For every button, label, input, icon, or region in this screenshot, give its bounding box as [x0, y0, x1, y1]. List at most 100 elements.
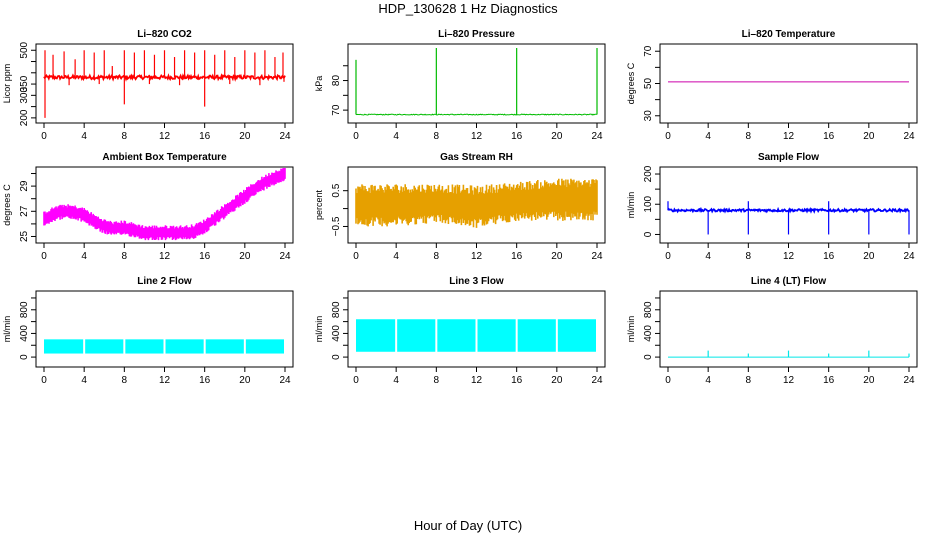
x-tick-label: 20 [863, 251, 875, 262]
x-tick-label: 0 [665, 131, 671, 142]
x-tick-label: 24 [279, 131, 291, 142]
panel-3: Ambient Box Temperature degrees C 0 4 8 12 16 2… [2, 152, 294, 262]
data-block [557, 319, 596, 352]
x-tick-label: 12 [159, 375, 171, 386]
y-tick-label: 800 [643, 301, 654, 318]
x-tick-label: 0 [353, 251, 359, 262]
y-axis-label: degrees C [626, 62, 636, 104]
x-tick-label: 8 [746, 251, 752, 262]
x-tick-label: 12 [159, 131, 171, 142]
x-tick-label: 20 [239, 131, 251, 142]
x-tick-label: 24 [591, 251, 603, 262]
x-tick-label: 4 [705, 251, 711, 262]
panel-8: Line 4 (LT) Flow ml/min 0 4 8 12 16 20 24 0 400 800 [626, 276, 918, 386]
panel-1: Li–820 Pressure kPa 0 4 8 12 16 20 24 70 80 [314, 29, 606, 142]
x-tick-label: 8 [122, 375, 128, 386]
x-tick-label: 4 [81, 131, 87, 142]
y-tick-label: 100 [643, 195, 654, 212]
x-tick-label: 8 [434, 131, 440, 142]
x-tick-label: 8 [434, 375, 440, 386]
x-tick-label: 20 [239, 251, 251, 262]
data-block [356, 319, 396, 352]
x-tick-label: 8 [122, 131, 128, 142]
y-tick-label: 200 [643, 165, 654, 182]
x-tick-label: 0 [353, 375, 359, 386]
y-tick-label: 400 [19, 325, 30, 342]
y-axis-label: degrees C [2, 184, 12, 226]
y-tick-label: 800 [19, 301, 30, 318]
x-tick-label: 16 [511, 251, 523, 262]
y-axis-label: ml/min [626, 316, 636, 343]
y-tick-label: 500 [19, 41, 30, 58]
y-tick-label: 0 [331, 354, 342, 360]
x-tick-label: 0 [665, 251, 671, 262]
x-tick-label: 4 [393, 375, 399, 386]
x-tick-label: 12 [783, 375, 795, 386]
x-tick-label: 24 [279, 375, 291, 386]
x-tick-label: 16 [199, 375, 211, 386]
x-tick-label: 24 [903, 131, 915, 142]
x-tick-label: 24 [903, 375, 915, 386]
data-block [205, 339, 244, 354]
x-tick-label: 0 [41, 251, 47, 262]
x-tick-label: 12 [783, 131, 795, 142]
panel-title: Line 2 Flow [137, 276, 192, 287]
x-tick-label: 20 [551, 131, 563, 142]
x-tick-label: 12 [783, 251, 795, 262]
x-tick-label: 12 [471, 131, 483, 142]
x-tick-label: 24 [279, 251, 291, 262]
x-tick-label: 4 [705, 375, 711, 386]
panel-7: Line 3 Flow ml/min 0 4 8 12 16 20 24 0 400 800 [314, 276, 606, 386]
x-tick-label: 24 [591, 375, 603, 386]
plot-frame [659, 43, 918, 124]
x-tick-label: 4 [393, 131, 399, 142]
x-tick-label: 16 [511, 375, 523, 386]
x-tick-label: 20 [239, 375, 251, 386]
panel-title: Gas Stream RH [440, 152, 513, 163]
data-block [85, 339, 124, 354]
x-tick-label: 16 [823, 375, 835, 386]
data-block [437, 319, 476, 352]
data-band [355, 178, 598, 228]
x-tick-label: 16 [199, 131, 211, 142]
x-tick-label: 12 [471, 251, 483, 262]
x-tick-label: 16 [823, 251, 835, 262]
x-tick-label: 4 [81, 375, 87, 386]
panel-title: Li–820 CO2 [137, 29, 192, 40]
y-tick-label: −0.5 [331, 216, 342, 236]
x-tick-label: 16 [199, 251, 211, 262]
x-tick-label: 24 [591, 131, 603, 142]
x-axis-caption: Hour of Day (UTC) [413, 518, 523, 533]
panel-2: Li–820 Temperature degrees C 0 4 8 12 16 20 24 30… [626, 29, 918, 142]
x-tick-label: 20 [863, 375, 875, 386]
x-tick-label: 8 [746, 375, 752, 386]
y-tick-label: 300 [19, 87, 30, 104]
x-tick-label: 20 [551, 375, 563, 386]
figure-title: HDP_130628 1 Hz Diagnostics [378, 1, 558, 16]
x-tick-label: 16 [511, 131, 523, 142]
y-axis-label: percent [314, 189, 324, 220]
y-tick-label: 80 [331, 75, 342, 87]
panel-6: Line 2 Flow ml/min 0 4 8 12 16 20 24 0 400 800 [2, 276, 294, 386]
panel-title: Line 3 Flow [449, 276, 504, 287]
y-tick-label: 800 [331, 301, 342, 318]
x-tick-label: 16 [823, 131, 835, 142]
data-block [44, 339, 84, 354]
y-tick-label: 70 [643, 45, 654, 57]
y-tick-label: 50 [643, 78, 654, 90]
plot-frame [347, 43, 606, 124]
x-tick-label: 24 [903, 251, 915, 262]
y-axis-label: kPa [314, 76, 324, 92]
x-tick-label: 4 [81, 251, 87, 262]
plot-frame [35, 290, 294, 368]
y-tick-label: 350 [19, 75, 30, 92]
y-tick-label: 0 [643, 354, 654, 360]
y-axis-label: Licor ppm [2, 64, 12, 104]
y-tick-label: 200 [19, 109, 30, 126]
data-series [355, 113, 598, 116]
y-tick-label: 0 [19, 354, 30, 360]
panel-5: Sample Flow ml/min 0 4 8 12 16 20 24 0 100 200 [626, 152, 918, 262]
panel-4: Gas Stream RH percent 0 4 8 12 16 20 24 −0.5 0.5 [314, 152, 606, 262]
panel-title: Sample Flow [758, 152, 819, 163]
